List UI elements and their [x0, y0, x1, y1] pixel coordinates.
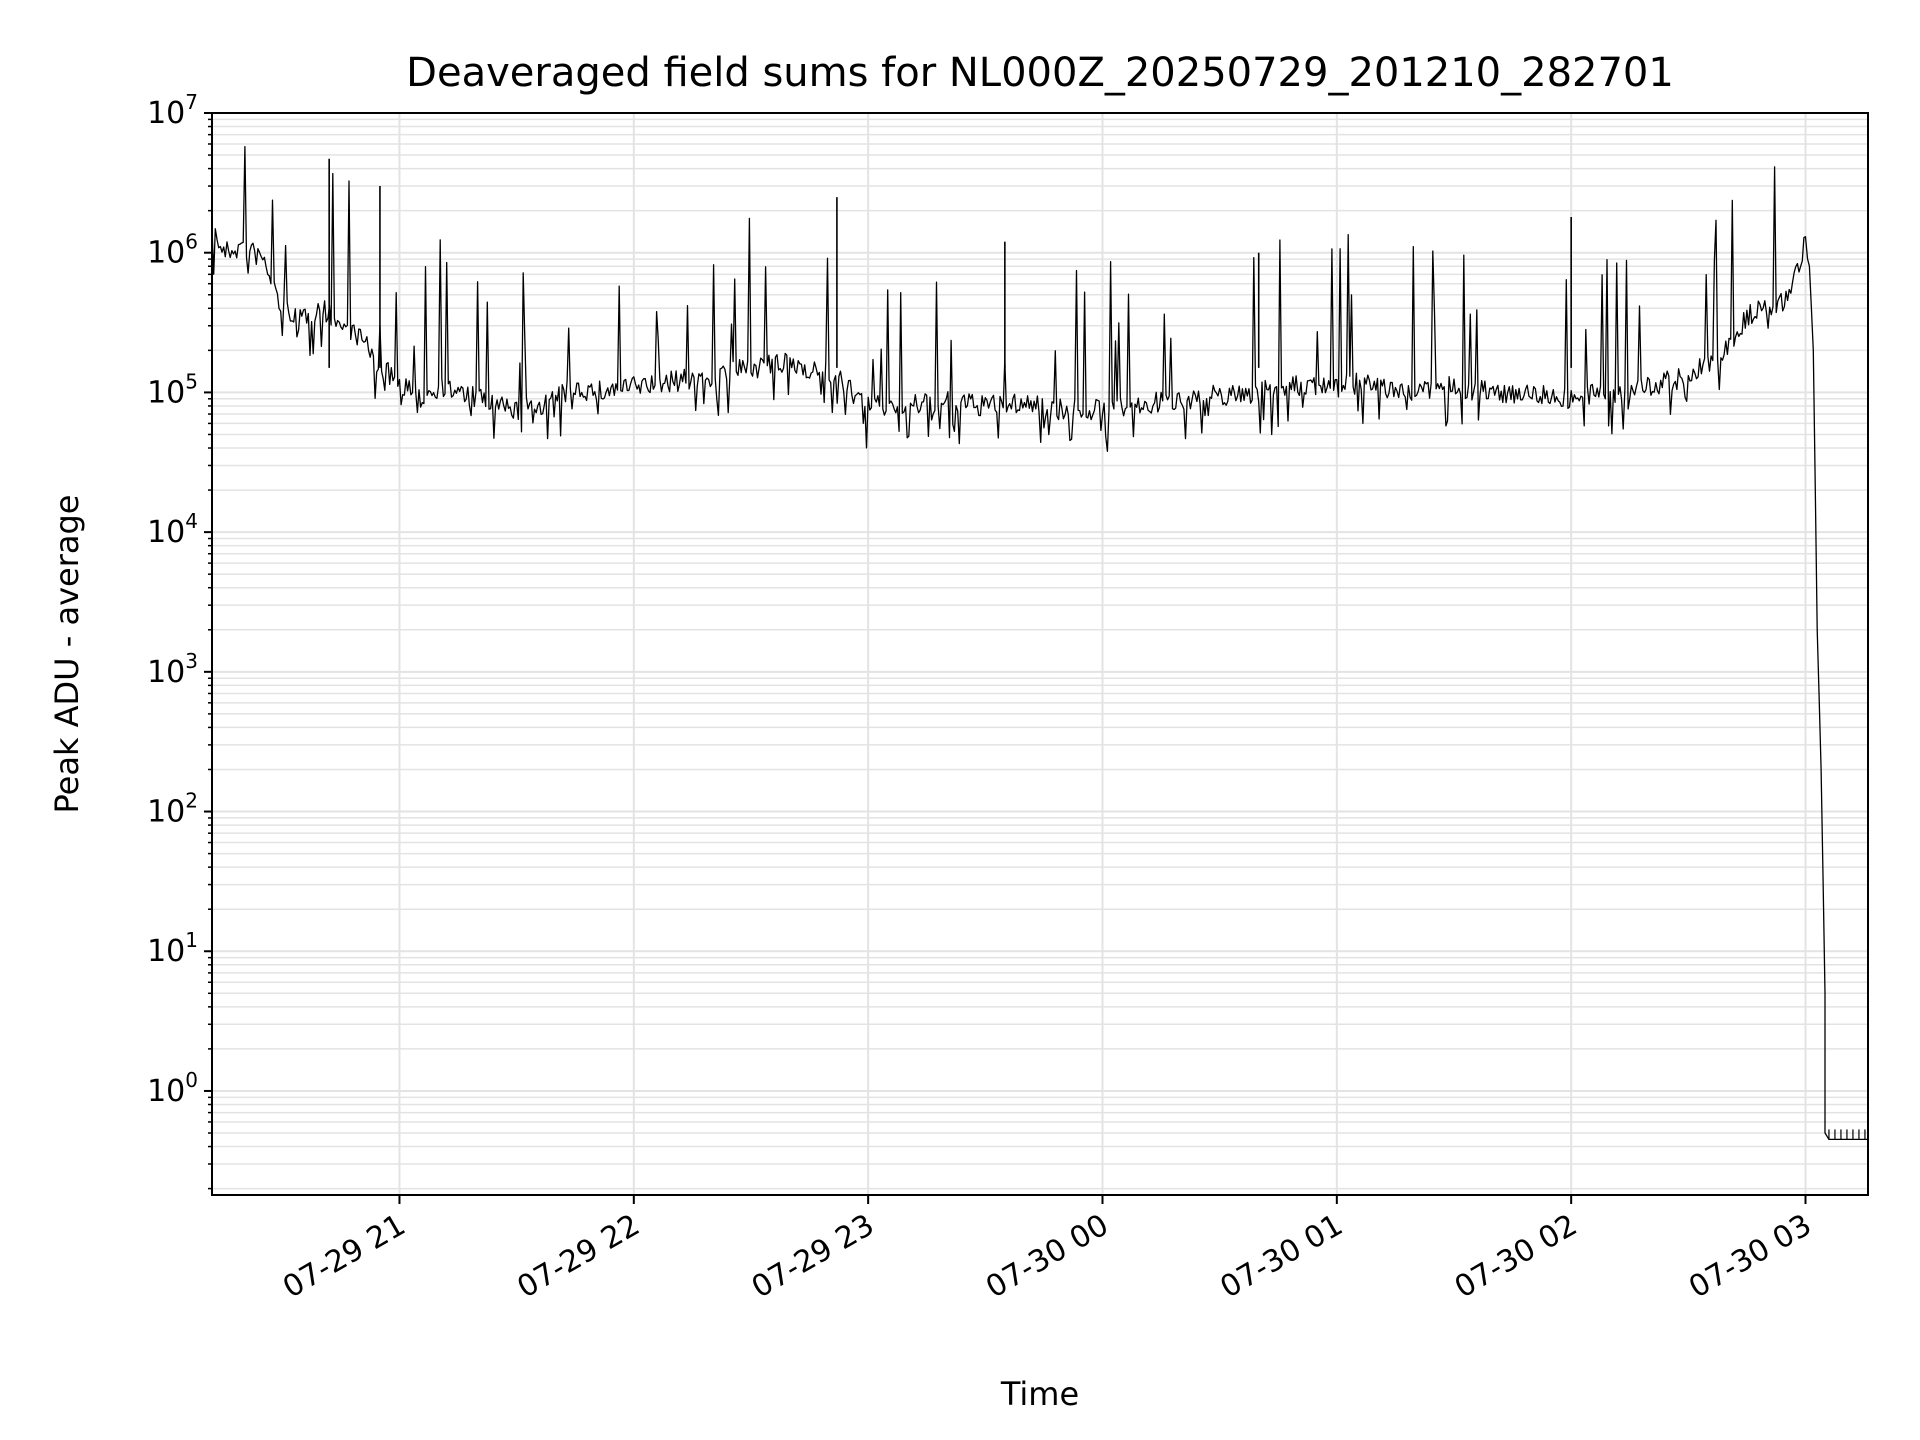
y-tick-label: 102	[147, 789, 198, 830]
y-tick-label: 105	[147, 369, 198, 410]
y-tick-label: 106	[147, 230, 198, 271]
series-layer	[211, 145, 1868, 1141]
x-tick-label: 07-29 22	[511, 1208, 645, 1306]
x-tick-label: 07-30 01	[1215, 1208, 1349, 1306]
x-tick-label: 07-29 21	[277, 1208, 411, 1306]
series-line	[211, 145, 1868, 1141]
y-axis: 100 101 102 103 104 105 106 107	[147, 90, 212, 1190]
y-tick-label: 103	[147, 649, 198, 690]
grid	[212, 112, 1868, 1195]
y-tick-label: 101	[147, 928, 198, 969]
x-tick-label: 07-29 23	[746, 1208, 880, 1306]
x-tick-label: 07-30 00	[980, 1208, 1114, 1306]
chart-title: Deaveraged field sums for NL000Z_2025072…	[406, 50, 1674, 96]
x-axis-label: Time	[1000, 1375, 1079, 1413]
x-tick-label: 07-30 02	[1449, 1208, 1583, 1306]
plot-frame	[211, 112, 1869, 1196]
x-tick-label: 07-30 03	[1683, 1208, 1817, 1306]
y-tick-label: 107	[147, 90, 198, 131]
y-axis-label: Peak ADU - average	[48, 495, 86, 814]
x-axis: 07-29 21 07-29 22 07-29 23 07-30 00 07-30 01…	[277, 1195, 1818, 1306]
y-tick-label: 100	[147, 1068, 198, 1109]
y-tick-label: 104	[147, 509, 198, 550]
